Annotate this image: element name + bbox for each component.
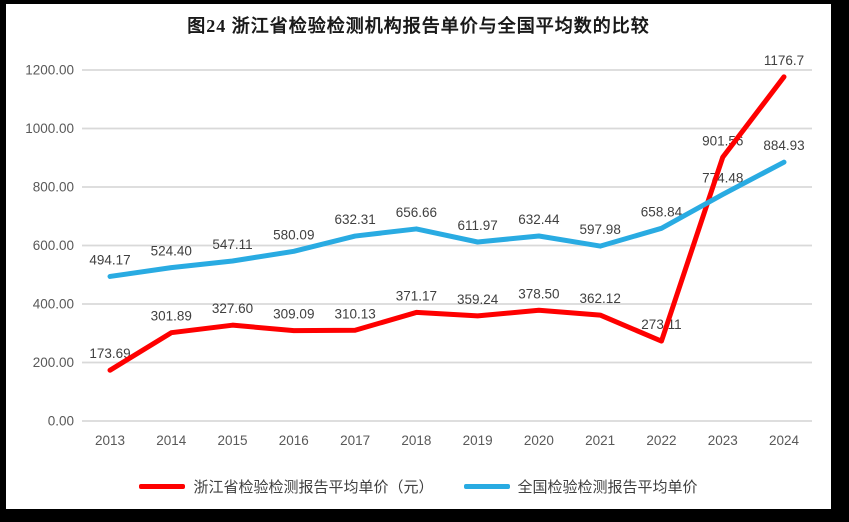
x-tick-label: 2015 [218,433,248,448]
x-tick-label: 2024 [769,433,800,448]
chart-legend: 浙江省检验检测报告平均单价（元） 全国检验检测报告平均单价 [6,476,831,497]
data-label-national: 580.09 [273,227,314,242]
data-label-zhejiang: 359.24 [457,292,499,307]
x-tick-label: 2022 [646,433,676,448]
y-tick-label: 800.00 [33,180,74,195]
data-label-zhejiang: 173.69 [89,346,130,361]
data-label-zhejiang: 301.89 [151,309,192,324]
chart-area: 图24 浙江省检验检测机构报告单价与全国平均数的比较 0.00 200.00 400… [6,4,831,509]
y-tick-label: 200.00 [33,355,74,370]
x-tick-label: 2020 [524,433,554,448]
data-label-national: 884.93 [763,138,804,153]
data-label-national: 547.11 [212,237,252,252]
legend-swatch-red-line-icon [139,484,186,489]
legend-swatch-blue-line-icon [463,484,510,489]
x-tick-label: 2016 [279,433,309,448]
data-label-zhejiang: 362.12 [580,291,621,306]
data-label-zhejiang: 371.17 [396,288,437,303]
data-label-zhejiang: 327.60 [212,301,253,316]
data-label-zhejiang: 310.13 [334,306,375,321]
legend-label-national: 全国检验检测报告平均单价 [517,479,698,496]
x-tick-label: 2013 [95,433,125,448]
data-label-zhejiang: 273.11 [641,317,681,332]
data-label-national: 632.31 [334,212,375,227]
data-label-national: 658.84 [641,204,683,219]
series-line-national [107,159,787,279]
data-label-zhejiang: 309.09 [273,307,314,322]
legend-item-zhejiang: 浙江省检验检测报告平均单价（元） [139,476,434,497]
data-label-zhejiang: 378.50 [518,286,559,301]
x-tick-label: 2019 [463,433,493,448]
line-chart: 0.00 200.00 400.00 600.00 800.00 1000.00 1200.… [25,53,812,448]
data-label-national: 774.48 [702,170,743,185]
legend-label-zhejiang: 浙江省检验检测报告平均单价（元） [193,479,434,496]
chart-title: 图24 浙江省检验检测机构报告单价与全国平均数的比较 [187,16,650,36]
data-label-national: 494.17 [89,252,130,267]
data-label-national: 632.44 [518,212,560,227]
y-tick-label: 600.00 [33,238,74,253]
x-tick-label: 2014 [156,433,187,448]
data-label-national: 597.98 [580,222,621,237]
x-tick-label: 2021 [585,433,615,448]
x-tick-label: 2023 [708,433,738,448]
data-label-national: 611.97 [457,218,497,233]
data-label-national: 524.40 [151,244,192,259]
data-label-national: 656.66 [396,205,437,220]
y-tick-label: 400.00 [33,297,74,312]
x-tick-label: 2017 [340,433,370,448]
series-line-zhejiang [107,74,787,373]
y-tick-label: 1000.00 [25,121,74,136]
y-tick-label: 1200.00 [25,63,74,78]
x-tick-label: 2018 [401,433,431,448]
y-tick-label: 0.00 [48,414,74,429]
legend-item-national: 全国检验检测报告平均单价 [463,476,698,497]
data-label-zhejiang: 1176.7 [764,53,804,68]
